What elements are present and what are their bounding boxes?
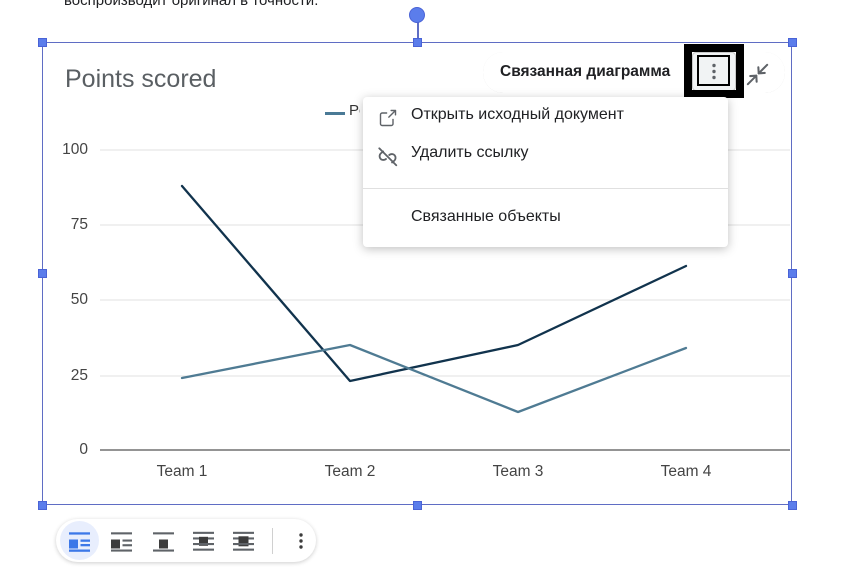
svg-text:Team 3: Team 3	[493, 463, 544, 480]
svg-text:100: 100	[62, 141, 88, 158]
svg-text:Team 4: Team 4	[661, 463, 712, 480]
svg-text:0: 0	[79, 441, 88, 458]
svg-text:75: 75	[71, 216, 88, 233]
svg-text:Team 1: Team 1	[157, 463, 208, 480]
svg-text:25: 25	[71, 367, 88, 384]
svg-text:50: 50	[71, 291, 89, 308]
svg-text:Team 2: Team 2	[325, 463, 376, 480]
